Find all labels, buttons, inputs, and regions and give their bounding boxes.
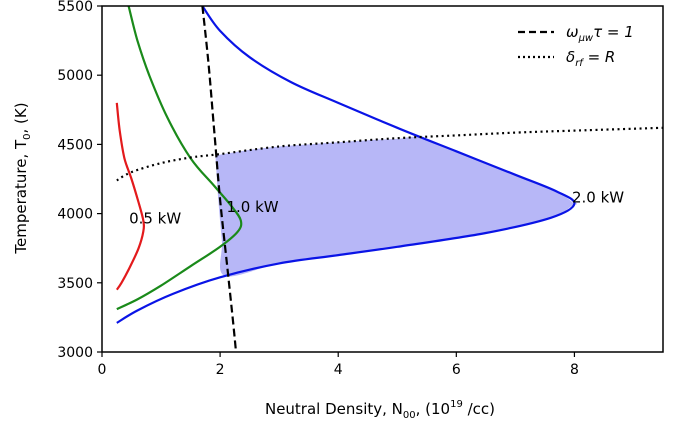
y-tick-label: 3000 — [57, 345, 93, 361]
series-line-0 — [115, 102, 145, 291]
x-tick-label: 2 — [216, 362, 225, 378]
y-axis-label: Temperature, T0, (K) — [12, 102, 33, 254]
series-line-4 — [116, 126, 663, 182]
axis-ticks: 0 2 4 6 8 3000 3500 4000 4500 5000 5500 — [57, 0, 579, 378]
series-line-2 — [116, 6, 576, 324]
legend: ωμwτ = 1 δrf = R — [500, 12, 658, 70]
x-axis-label: Neutral Density, N00, (1019 /cc) — [265, 399, 495, 421]
plot-area — [115, 6, 663, 352]
y-tick-label: 4500 — [57, 137, 93, 153]
y-tick-label: 5500 — [57, 0, 93, 15]
curve-label: 0.5 kW — [129, 209, 181, 227]
y-tick-label: 3500 — [57, 276, 93, 292]
legend-label-delta: δrf = R — [566, 48, 615, 69]
y-tick-label: 4000 — [57, 207, 93, 223]
y-tick-label: 5000 — [57, 68, 93, 84]
x-tick-label: 8 — [570, 362, 579, 378]
x-tick-label: 0 — [98, 362, 107, 378]
series-line-1 — [116, 6, 243, 311]
axes-frame — [101, 5, 664, 353]
legend-label-omega: ωμwτ = 1 — [566, 23, 634, 44]
shaded-region — [215, 136, 578, 277]
x-tick-label: 6 — [452, 362, 461, 378]
curve-label: 2.0 kW — [572, 189, 624, 207]
x-tick-label: 4 — [334, 362, 343, 378]
series-line-3 — [201, 6, 238, 352]
legend-box — [500, 12, 658, 70]
curve-label: 1.0 kW — [227, 198, 279, 216]
curve-annotations: 0.5 kW 1.0 kW 2.0 kW — [129, 189, 624, 228]
